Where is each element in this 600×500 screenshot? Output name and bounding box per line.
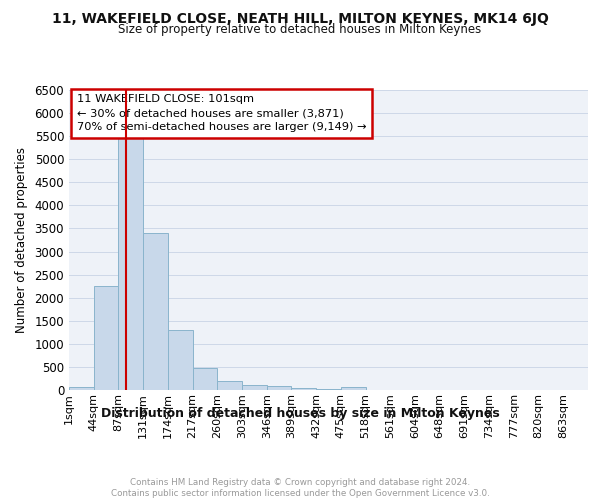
Y-axis label: Number of detached properties: Number of detached properties: [14, 147, 28, 333]
Bar: [242, 386, 267, 390]
Bar: [94, 286, 118, 390]
Bar: [341, 387, 365, 390]
Bar: [118, 138, 143, 390]
Bar: [143, 233, 168, 390]
Text: 11 WAKEFIELD CLOSE: 101sqm
← 30% of detached houses are smaller (3,871)
70% of s: 11 WAKEFIELD CLOSE: 101sqm ← 30% of deta…: [77, 94, 366, 132]
Text: Contains HM Land Registry data © Crown copyright and database right 2024.
Contai: Contains HM Land Registry data © Crown c…: [110, 478, 490, 498]
Text: 11, WAKEFIELD CLOSE, NEATH HILL, MILTON KEYNES, MK14 6JQ: 11, WAKEFIELD CLOSE, NEATH HILL, MILTON …: [52, 12, 548, 26]
Text: Size of property relative to detached houses in Milton Keynes: Size of property relative to detached ho…: [118, 22, 482, 36]
Bar: [292, 388, 316, 390]
Text: Distribution of detached houses by size in Milton Keynes: Distribution of detached houses by size …: [101, 408, 499, 420]
Bar: [193, 368, 217, 390]
Bar: [217, 381, 242, 390]
Bar: [316, 388, 341, 390]
Bar: [168, 330, 193, 390]
Bar: [267, 386, 292, 390]
Bar: [69, 386, 94, 390]
